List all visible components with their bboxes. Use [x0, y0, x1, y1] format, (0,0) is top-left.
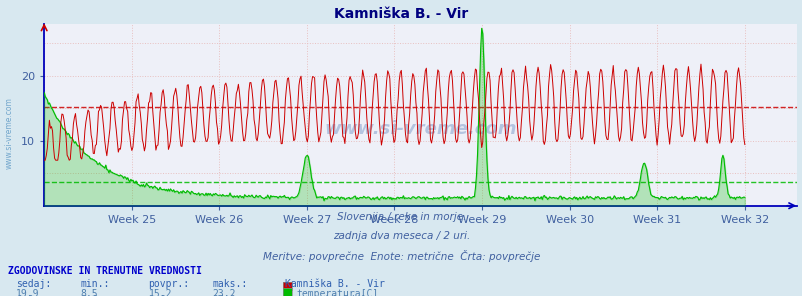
Text: Kamniška B. - Vir: Kamniška B. - Vir	[285, 279, 384, 289]
Text: ZGODOVINSKE IN TRENUTNE VREDNOSTI: ZGODOVINSKE IN TRENUTNE VREDNOSTI	[8, 266, 201, 276]
Text: 23,2: 23,2	[213, 289, 236, 296]
Text: 8,5: 8,5	[80, 289, 98, 296]
Text: Kamniška B. - Vir: Kamniška B. - Vir	[334, 7, 468, 21]
Text: min.:: min.:	[80, 279, 110, 289]
Text: temperatura[C]: temperatura[C]	[296, 289, 378, 296]
Text: www.si-vreme.com: www.si-vreme.com	[5, 97, 14, 169]
Text: zadnja dva meseca / 2 uri.: zadnja dva meseca / 2 uri.	[333, 231, 469, 242]
Text: Meritve: povprečne  Enote: metrične  Črta: povprečje: Meritve: povprečne Enote: metrične Črta:…	[262, 250, 540, 262]
Text: maks.:: maks.:	[213, 279, 248, 289]
Text: Slovenija / reke in morje.: Slovenija / reke in morje.	[336, 212, 466, 222]
Text: 27,8: 27,8	[213, 295, 236, 296]
Text: sedaj:: sedaj:	[16, 279, 51, 289]
Text: povpr.:: povpr.:	[148, 279, 189, 289]
Text: 15,2: 15,2	[148, 289, 172, 296]
Text: 3,6: 3,6	[148, 295, 166, 296]
Text: pretok[m3/s]: pretok[m3/s]	[296, 295, 367, 296]
Text: 19,9: 19,9	[16, 289, 39, 296]
Text: www.si-vreme.com: www.si-vreme.com	[324, 120, 516, 138]
Text: 0,9: 0,9	[16, 295, 34, 296]
Text: 0,6: 0,6	[80, 295, 98, 296]
